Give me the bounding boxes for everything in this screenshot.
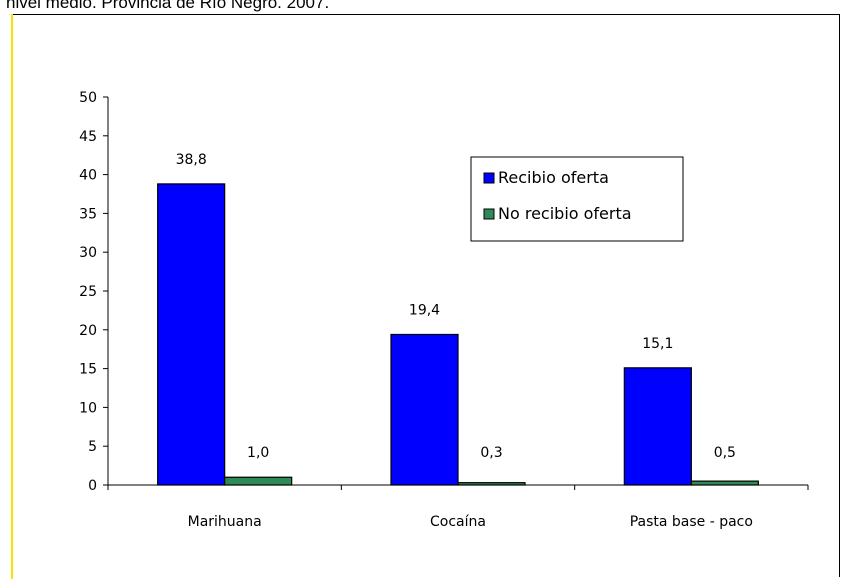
y-tick-label: 0: [88, 478, 97, 494]
y-tick-label: 35: [79, 206, 97, 222]
data-label: 0,3: [480, 445, 502, 461]
y-tick-label: 10: [79, 400, 97, 416]
y-tick-label: 40: [79, 168, 97, 184]
y-tick-label: 45: [79, 129, 97, 145]
y-tick-label: 25: [79, 284, 97, 300]
y-tick-label: 20: [79, 323, 97, 339]
data-label: 19,4: [409, 302, 440, 318]
legend-box: [470, 156, 684, 242]
legend-swatch: [483, 208, 495, 220]
y-tick-label: 5: [88, 439, 97, 455]
data-label: 38,8: [176, 152, 207, 168]
x-tick-label: Cocaína: [430, 514, 486, 530]
bar-no-recibio-1: [457, 482, 526, 486]
frame-left-edge: [11, 14, 13, 579]
legend-label: No recibio oferta: [498, 204, 632, 223]
chart-caption: nivel medio. Provincia de Río Negro. 200…: [6, 0, 330, 12]
y-tick-label: 15: [79, 362, 97, 378]
x-axis: Marihuana Cocaína Pasta base - paco: [107, 484, 809, 530]
bar-recibio-2: [623, 367, 692, 486]
legend-swatch: [483, 172, 495, 184]
y-tick-label: 30: [79, 245, 97, 261]
data-label: 0,5: [714, 445, 736, 461]
bars: 38,8 1,0 19,4 0,3 15,1 0,5: [157, 152, 759, 486]
y-axis: 0 5 10 15 20 25 30 35 40 45 50: [79, 90, 109, 494]
x-tick-label: Pasta base - paco: [630, 514, 753, 530]
legend-label: Recibio oferta: [498, 168, 609, 187]
data-label: 15,1: [642, 336, 673, 352]
legend: Recibio oferta No recibio oferta: [470, 156, 684, 242]
y-tick-label: 50: [79, 90, 97, 106]
bar-no-recibio-2: [690, 480, 759, 486]
data-label: 1,0: [247, 445, 269, 461]
bar-recibio-0: [157, 183, 226, 486]
bar-no-recibio-0: [224, 476, 293, 486]
bar-recibio-1: [390, 333, 459, 486]
chart-frame: [11, 14, 840, 577]
x-tick-label: Marihuana: [188, 514, 262, 530]
